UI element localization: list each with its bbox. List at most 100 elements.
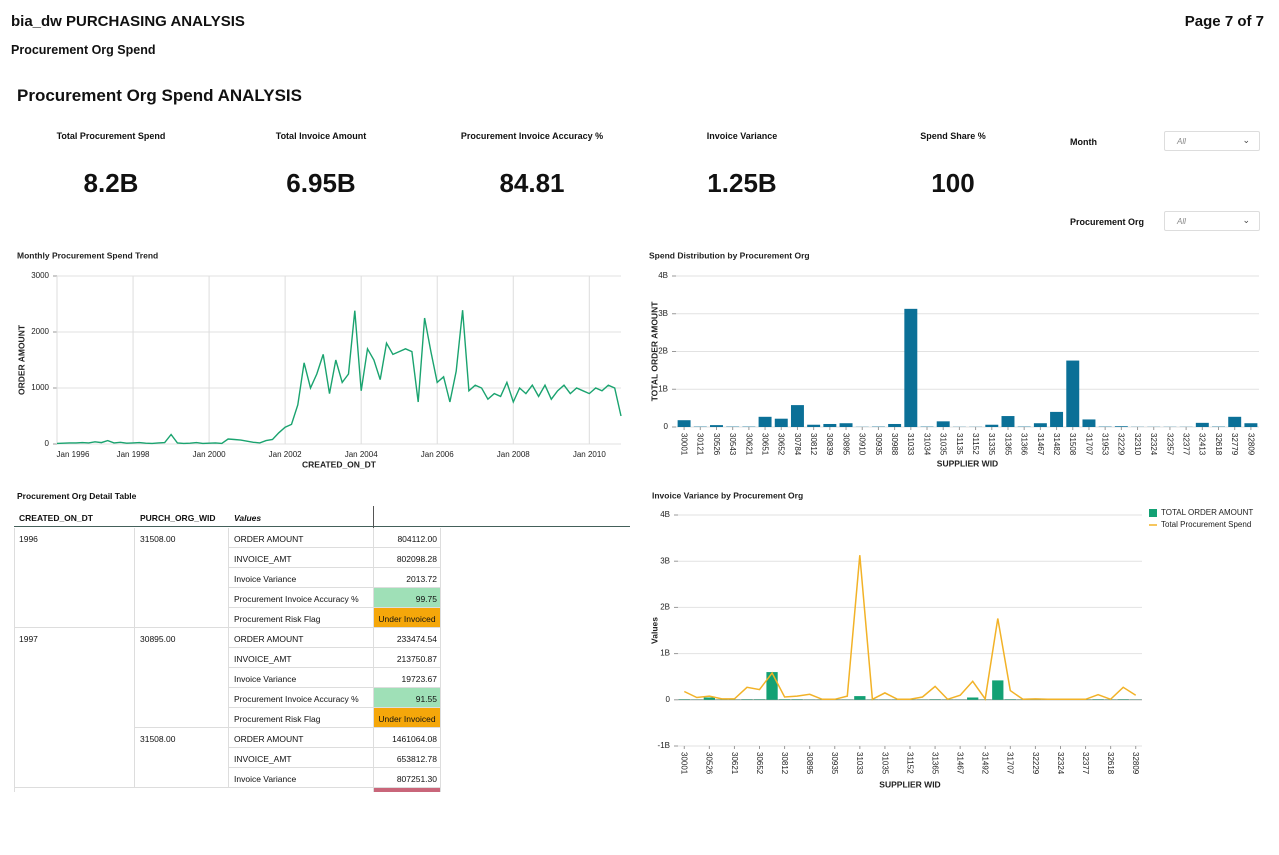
y-axis-title: Values [649,617,659,644]
x-tick-label: 32229 [1031,752,1040,775]
value-divider [440,528,441,792]
y-tick-label: 1000 [31,383,49,392]
x-tick-label: 30526 [712,433,721,456]
kpi-value: 84.81 [499,168,565,198]
measure-value: 19723.67 [401,674,437,684]
measure-value: 91.55 [415,694,437,704]
measure-value: 213750.87 [396,654,437,664]
report-title: bia_dw PURCHASING ANALYSIS [11,13,245,30]
y-axis-title: TOTAL ORDER AMOUNT [649,301,659,402]
bar [677,420,691,427]
x-tick-label: 30812 [780,752,789,775]
x-tick-label: 32324 [1149,433,1158,456]
section-title: Procurement Org Spend ANALYSIS [17,86,302,105]
bar [985,424,999,427]
value-divider [373,528,374,792]
row-rule [228,567,440,568]
bar [839,423,853,427]
y-tick-label: 2000 [31,327,49,336]
y-tick-label: 3000 [31,271,49,280]
x-tick-label: 30839 [825,433,834,456]
group-rule [14,627,134,628]
measure-name: INVOICE_AMT [234,554,292,564]
report-subtitle: Procurement Org Spend [11,43,156,57]
x-tick-label: 30121 [696,433,705,456]
cell-date: 1996 [19,534,38,544]
x-tick-label: 31707 [1084,433,1093,456]
x-tick-label: 31467 [956,752,965,775]
bar [1050,411,1064,427]
legend-label: Total Procurement Spend [1161,520,1251,529]
x-tick-label: 31335 [987,433,996,456]
series-line [683,555,1137,701]
x-tick-label: 31152 [905,752,914,774]
y-tick-label: 1B [658,384,668,393]
y-tick-label: 3B [660,556,670,565]
filter-label: Month [1070,137,1097,147]
x-tick-label: 31953 [1101,433,1110,456]
x-tick-label: 32229 [1117,433,1126,456]
bar [1066,360,1080,427]
x-axis-title: SUPPLIER WID [937,458,998,468]
x-tick-label: 31152 [971,433,980,455]
group-rule [14,787,134,788]
bar [1033,423,1047,427]
x-tick-label: Jan 2002 [269,450,302,459]
kpi-value: 100 [931,168,975,198]
x-tick-label: 31508 [1068,433,1077,456]
bar [758,416,772,427]
x-tick-label: 30784 [793,433,802,456]
filter-dropdown[interactable]: All ⌄ [1164,211,1260,231]
x-tick-label: Jan 2010 [573,450,606,459]
bar [992,680,1004,700]
y-tick-label: 0 [664,422,669,431]
measure-name: INVOICE_AMT [234,654,292,664]
y-tick-label: 0 [666,695,671,704]
chart-title: Invoice Variance by Procurement Org [652,490,803,500]
x-tick-label: 32618 [1106,752,1115,775]
x-tick-label: 32413 [1198,433,1207,456]
y-tick-label: 2B [658,347,668,356]
column-header: PURCH_ORG_WID [140,513,216,523]
x-tick-label: 31365 [930,752,939,775]
measure-name: Procurement Invoice Accuracy % [234,594,359,604]
x-tick-label: 30895 [805,752,814,775]
bar [766,672,778,700]
dropdown-value: All [1177,217,1186,226]
x-tick-label: 31365 [1003,433,1012,456]
org-rule [134,787,228,788]
x-tick-label: Jan 1996 [57,450,90,459]
kpi-value: 1.25B [707,168,777,198]
bar [1228,416,1242,427]
measure-value: 653812.78 [396,754,437,764]
y-tick-label: 1B [660,649,670,658]
filter-dropdown[interactable]: All ⌄ [1164,131,1260,151]
measure-name: ORDER AMOUNT [234,734,304,744]
cell-org: 31508.00 [140,734,176,744]
measure-name: INVOICE_AMT [234,754,292,764]
row-rule [228,687,440,688]
bar [1114,426,1128,427]
trend-line [56,310,622,445]
measure-value: 99.75 [415,594,437,604]
x-tick-label: 32618 [1214,433,1223,456]
kpi-label: Total Invoice Amount [275,131,367,141]
row-rule [228,587,440,588]
measure-value: 1461064.08 [392,734,437,744]
header-rule [14,526,630,527]
measure-name: ORDER AMOUNT [234,534,304,544]
chevron: ⌄ [1242,215,1250,225]
chart-title: Spend Distribution by Procurement Org [649,250,810,260]
column-header: Values [234,513,262,523]
bar [967,697,979,700]
measure-name: Procurement Invoice Accuracy % [234,694,359,704]
bar [854,696,866,700]
legend-label: TOTAL ORDER AMOUNT [1161,508,1253,517]
x-tick-label: 30935 [874,433,883,456]
x-tick-label: 30652 [755,752,764,775]
x-tick-label: Jan 2004 [345,450,378,459]
row-rule [228,547,440,548]
x-tick-label: 30652 [777,433,786,456]
value-fill [374,688,440,707]
x-tick-label: 30001 [679,433,688,456]
